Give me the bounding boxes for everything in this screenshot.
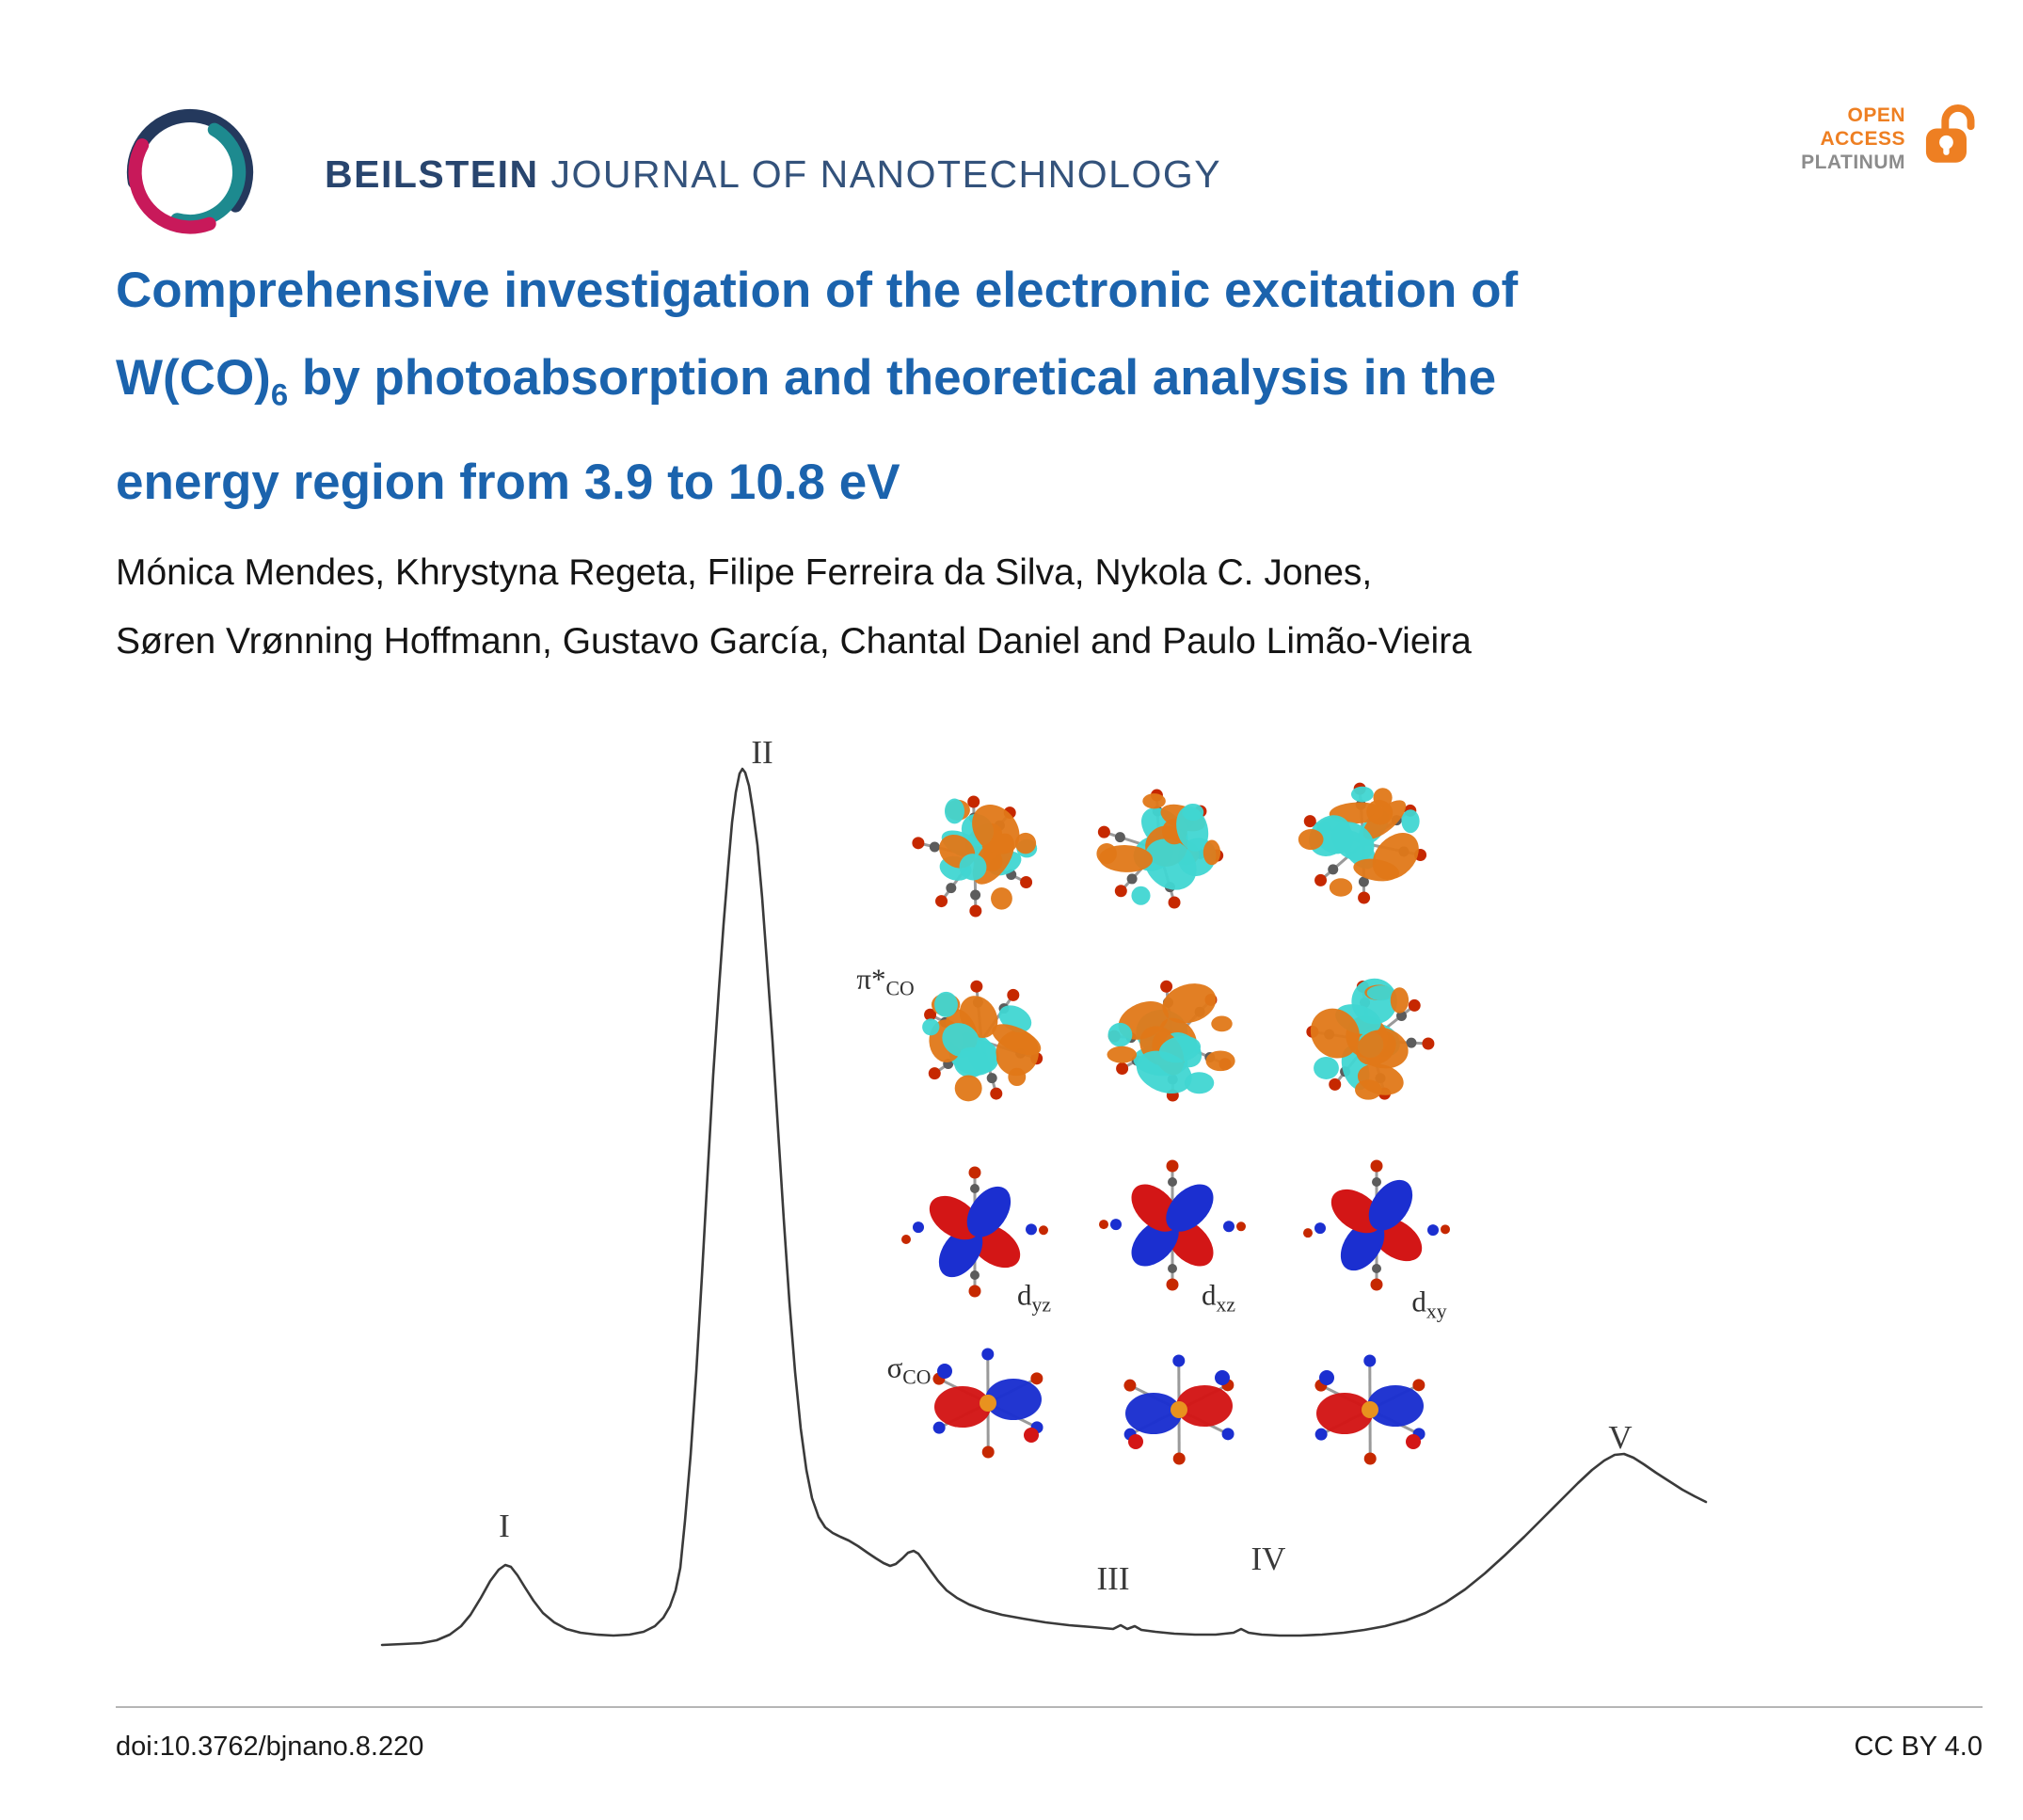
title-line2-pre: W(CO) [116,350,271,406]
article-title: Comprehensive investigation of the elect… [116,247,1932,526]
journal-name-rest: JOURNAL OF NANOTECHNOLOGY [538,152,1222,196]
open-access-line1: OPEN [1847,104,1905,126]
peak-label-i: I [499,1508,510,1544]
orbital-image-pi-6 [1306,978,1435,1100]
peak-label-ii: II [751,734,773,771]
authors-line1: Mónica Mendes, Khrystyna Regeta, Filipe … [116,552,1373,593]
title-subscript: 6 [270,376,289,412]
orbital-label-sigma-co: σCO [886,1350,932,1389]
footer-divider [116,1706,1983,1708]
open-access-line2: ACCESS [1820,128,1905,150]
open-access-text: OPEN ACCESS PLATINUM [1801,104,1905,174]
orbital-image-sigma-3 [1314,1354,1426,1465]
orbital-image-d-xz [1099,1159,1246,1291]
open-access-badge: OPEN ACCESS PLATINUM [1801,96,1983,174]
peak-label-iv: IV [1250,1541,1286,1577]
orbital-image-pi-4 [922,980,1043,1102]
orbital-image-sigma-2 [1123,1354,1235,1465]
orbital-image-sigma-1 [932,1348,1043,1459]
author-list: Mónica Mendes, Khrystyna Regeta, Filipe … [116,538,1932,676]
orbital-image-pi-5 [1107,980,1235,1102]
photoabsorption-spectrum [380,767,1708,1647]
spectrum-curve [380,767,1708,1647]
title-line3: energy region from 3.9 to 10.8 eV [116,454,900,510]
orbital-image-pi-1 [912,795,1038,918]
orbital-image-pi-3 [1298,782,1427,904]
orbital-label-d-xy: dxy [1411,1285,1447,1323]
license-text: CC BY 4.0 [1854,1732,1983,1762]
orbital-label-pi-co: π*CO [856,962,915,1000]
journal-header: BEILSTEIN JOURNAL OF NANOTECHNOLOGY OPEN… [116,90,1983,260]
title-line1: Comprehensive investigation of the elect… [116,263,1519,318]
orbital-image-d-yz [901,1166,1048,1298]
orbital-label-d-yz: dyz [1017,1278,1051,1317]
peak-label-iii: III [1096,1560,1130,1597]
journal-name-bold: BEILSTEIN [325,152,539,196]
title-line2-post: by photoabsorption and theoretical analy… [288,350,1497,406]
doi-text: doi:10.3762/bjnano.8.220 [116,1732,424,1762]
beilstein-logo-icon [116,98,264,247]
journal-name: BEILSTEIN JOURNAL OF NANOTECHNOLOGY [325,152,1221,197]
authors-line2: Søren Vrønning Hoffmann, Gustavo García,… [116,621,1472,662]
open-access-line3: PLATINUM [1801,152,1905,173]
orbital-image-d-xy [1303,1159,1450,1291]
orbital-label-d-xz: dxz [1202,1278,1235,1317]
peak-label-v: V [1608,1419,1633,1456]
open-access-lock-icon [1919,96,1983,169]
orbital-image-pi-2 [1096,789,1224,909]
